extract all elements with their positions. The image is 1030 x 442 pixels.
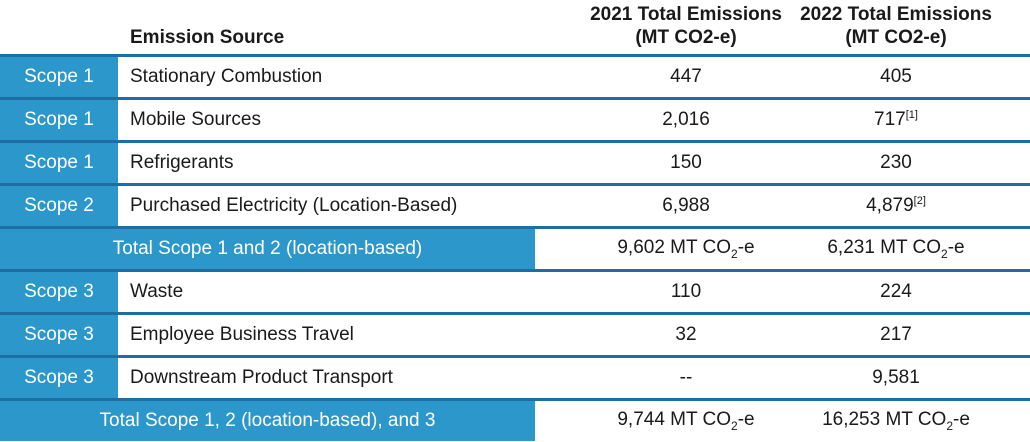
scope-cell: Scope 3 bbox=[0, 272, 118, 312]
source-cell: Employee Business Travel bbox=[130, 324, 354, 345]
scope-cell: Scope 1 bbox=[0, 57, 118, 97]
scope-cell: Scope 2 bbox=[0, 186, 118, 226]
source-cell: Stationary Combustion bbox=[130, 66, 323, 87]
total-2021: 9,744 MT CO2-e bbox=[566, 409, 806, 433]
value-2022: 405 bbox=[776, 66, 1016, 88]
value: 6,231 MT CO bbox=[827, 237, 942, 258]
scope-cell: Scope 1 bbox=[0, 100, 118, 140]
total-2021: 9,602 MT CO2-e bbox=[566, 237, 806, 261]
suffix: -e bbox=[737, 237, 755, 258]
table-row: Scope 3 Downstream Product Transport -- 9,5… bbox=[0, 355, 1030, 398]
value-2022: 224 bbox=[880, 281, 912, 302]
subscript: 2 bbox=[731, 419, 738, 433]
value-2022: 230 bbox=[776, 152, 1016, 174]
source-cell: Downstream Product Transport bbox=[130, 367, 393, 388]
value: 717 bbox=[874, 109, 906, 130]
table-row: Scope 1 Stationary Combustion 447 405 bbox=[0, 54, 1030, 97]
value-2021: 110 bbox=[670, 281, 702, 302]
source-cell: Waste bbox=[130, 281, 184, 302]
value-2021: 6,988 bbox=[662, 195, 710, 216]
table-row: Scope 3 Waste 110 224 bbox=[0, 269, 1030, 312]
footnote-ref[interactable]: [2] bbox=[913, 195, 926, 207]
value: 405 bbox=[880, 66, 912, 87]
source-cell: Purchased Electricity (Location-Based) bbox=[130, 195, 458, 216]
total-row-scope-1-2-3: Total Scope 1, 2 (location-based), and 3… bbox=[0, 398, 1030, 441]
value: 4,879 bbox=[866, 195, 914, 216]
scope-cell: Scope 1 bbox=[0, 143, 118, 183]
header-2021-line2: (MT CO2-e) bbox=[635, 27, 737, 48]
value-2022: 717[1] bbox=[776, 109, 1016, 131]
header-2022-line1: 2022 Total Emissions bbox=[800, 4, 992, 25]
total-label: Total Scope 1, 2 (location-based), and 3 bbox=[0, 401, 535, 441]
table-header: Emission Source 2021 Total Emissions (MT … bbox=[0, 0, 1030, 55]
table-row: Scope 2 Purchased Electricity (Location-B… bbox=[0, 183, 1030, 226]
header-2021-line1: 2021 Total Emissions bbox=[590, 4, 782, 25]
header-emission-source: Emission Source bbox=[130, 27, 285, 48]
suffix: -e bbox=[947, 237, 965, 258]
total-2022: 6,231 MT CO2-e bbox=[776, 237, 1016, 261]
subscript: 2 bbox=[731, 247, 738, 261]
source-cell: Mobile Sources bbox=[130, 109, 261, 130]
value-2021: 2,016 bbox=[662, 109, 710, 130]
total-label: Total Scope 1 and 2 (location-based) bbox=[0, 229, 535, 269]
value: 9,602 MT CO bbox=[617, 237, 732, 258]
value-2021: 32 bbox=[675, 324, 697, 345]
subscript: 2 bbox=[941, 247, 948, 261]
total-2022: 16,253 MT CO2-e bbox=[776, 409, 1016, 433]
value-2021: 150 bbox=[670, 152, 702, 173]
value: 9,744 MT CO bbox=[617, 409, 732, 430]
table-row: Scope 1 Refrigerants 150 230 bbox=[0, 140, 1030, 183]
scope-cell: Scope 3 bbox=[0, 315, 118, 355]
emissions-table: Scope 1 Stationary Combustion 447 405 Scope… bbox=[0, 54, 1030, 441]
header-2021: 2021 Total Emissions (MT CO2-e) bbox=[576, 3, 796, 49]
suffix: -e bbox=[737, 409, 755, 430]
suffix: -e bbox=[953, 409, 970, 430]
value-2022: 4,879[2] bbox=[776, 195, 1016, 217]
scope-cell: Scope 3 bbox=[0, 358, 118, 398]
header-2022-line2: (MT CO2-e) bbox=[845, 27, 947, 48]
value-2021: -- bbox=[679, 367, 693, 388]
subscript: 2 bbox=[946, 419, 954, 433]
value-2022: 217 bbox=[880, 324, 912, 345]
header-2022: 2022 Total Emissions (MT CO2-e) bbox=[786, 3, 1006, 49]
table-row: Scope 1 Mobile Sources 2,016 717[1] bbox=[0, 97, 1030, 140]
value-2021: 447 bbox=[670, 66, 702, 87]
value: 16,253 MT CO bbox=[822, 409, 947, 430]
value-2022: 9,581 bbox=[872, 367, 920, 388]
source-cell: Refrigerants bbox=[130, 152, 234, 173]
value: 230 bbox=[880, 152, 912, 173]
footnote-ref[interactable]: [1] bbox=[905, 109, 918, 121]
table-row: Scope 3 Employee Business Travel 32 217 bbox=[0, 312, 1030, 355]
total-row-scope-1-2: Total Scope 1 and 2 (location-based) 9,60… bbox=[0, 226, 1030, 269]
